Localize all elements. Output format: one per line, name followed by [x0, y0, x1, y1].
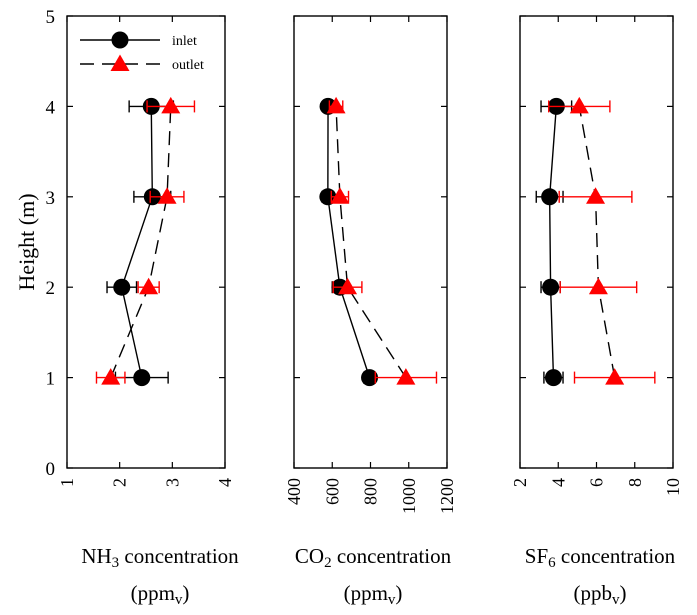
panel-2: 400 600 800 1000 1200	[284, 15, 457, 514]
x-tick-label: 400	[284, 478, 304, 505]
x-label-unit-close: )	[395, 581, 403, 605]
x-label-unit-close: )	[619, 581, 627, 605]
x-label-rest: concentration	[555, 544, 676, 568]
x-label-species: SF	[524, 544, 549, 568]
inlet-point	[133, 369, 151, 387]
x-label-unit-open: (ppm	[130, 581, 175, 605]
x-label-species: NH	[81, 544, 112, 568]
legend: inlet outlet	[80, 31, 204, 73]
x-label-species-sub: 2	[324, 555, 332, 571]
inlet-point	[361, 369, 379, 387]
x-tick-label: 600	[322, 478, 342, 505]
x-label-unit-sub: v	[612, 592, 620, 608]
y-tick-label: 5	[46, 7, 56, 28]
x-tick-label: 10	[663, 478, 683, 496]
x-tick-label: 4	[215, 478, 235, 487]
x-tick-label: 4	[548, 478, 568, 487]
y-tick-label: 2	[46, 278, 56, 299]
x-label-species: CO	[294, 544, 325, 568]
inlet-point	[542, 278, 560, 296]
x-label-rest: concentration	[331, 544, 452, 568]
inlet-line	[121, 106, 154, 378]
outlet-point	[101, 368, 121, 385]
x-label-species-sub: 3	[111, 555, 120, 571]
x-axis-label-nh3: NH3 concentration (ppmv)	[60, 541, 260, 615]
y-tick-label: 4	[46, 97, 56, 118]
inlet-line	[327, 106, 371, 378]
outlet-point	[396, 368, 416, 385]
x-label-rest: concentration	[119, 544, 239, 568]
outlet-point	[139, 277, 159, 295]
x-label-unit-sub: v	[387, 592, 396, 608]
x-tick-label: 3	[162, 478, 182, 487]
x-label-unit-sub: v	[174, 592, 183, 608]
inlet-point	[544, 369, 562, 387]
outlet-point	[161, 96, 181, 114]
inlet-line	[548, 106, 558, 378]
x-tick-label: 1	[57, 478, 77, 487]
x-label-unit-close: )	[182, 581, 190, 605]
x-tick-label: 8	[625, 478, 645, 487]
inlet-point	[111, 31, 129, 49]
x-tick-label: 800	[361, 478, 381, 505]
panel-frame	[66, 15, 226, 469]
outlet-point	[588, 277, 608, 295]
panel-frame	[293, 15, 448, 469]
x-label-unit-open: (ppb	[573, 581, 613, 605]
outlet-point	[605, 368, 625, 385]
outlet-point	[569, 96, 589, 114]
panel-3: 2 4 6 8 10	[510, 15, 683, 496]
y-axis-label: Height (m)	[14, 193, 39, 290]
legend-label-outlet: outlet	[172, 58, 204, 73]
outlet-point	[330, 187, 350, 204]
inlet-point	[113, 278, 131, 296]
outlet-point	[338, 277, 358, 295]
inlet-point	[541, 188, 559, 206]
y-tick-label: 0	[46, 459, 56, 480]
outlet-point	[326, 96, 346, 114]
y-tick-label: 1	[46, 369, 56, 390]
outlet-point	[110, 54, 130, 71]
x-tick-label: 6	[587, 478, 607, 487]
legend-label-inlet: inlet	[172, 34, 197, 49]
outlet-point	[157, 187, 177, 204]
x-tick-label: 1200	[437, 478, 457, 514]
x-axis-label-sf6: SF6 concentration (ppbv)	[500, 541, 697, 615]
outlet-point	[586, 187, 606, 204]
x-tick-label: 2	[110, 478, 130, 487]
x-tick-label: 2	[510, 478, 530, 487]
outlet-line	[110, 106, 172, 378]
y-tick-label: 3	[46, 188, 56, 209]
x-tick-label: 1000	[399, 478, 419, 514]
outlet-line	[335, 106, 407, 378]
x-axis-label-co2: CO2 concentration (ppmv)	[268, 541, 478, 615]
outlet-line	[578, 106, 616, 378]
x-label-species-sub: 6	[548, 555, 556, 571]
x-label-unit-open: (ppm	[343, 581, 388, 605]
